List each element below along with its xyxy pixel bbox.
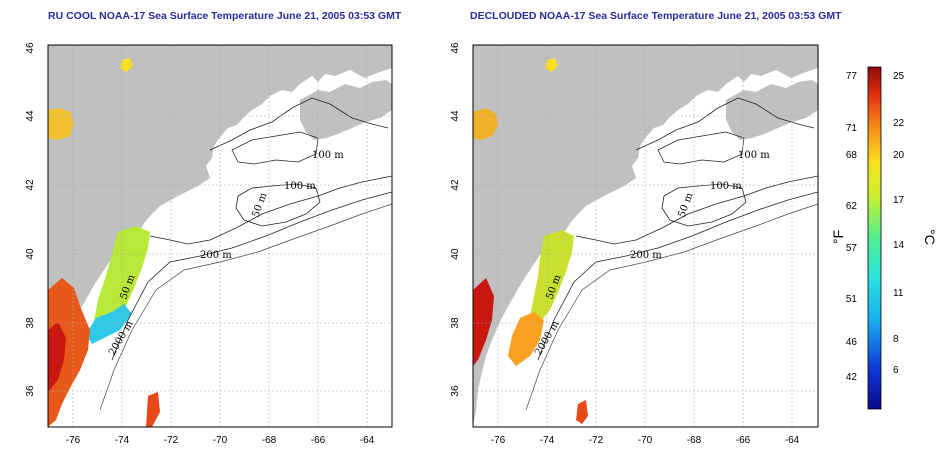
celsius-tick: 17 xyxy=(893,195,905,206)
contour-label: 100 m xyxy=(284,181,316,192)
celsius-tick: 25 xyxy=(893,71,905,82)
fahrenheit-tick: 77 xyxy=(846,71,858,82)
lat-tick: 42 xyxy=(450,179,461,191)
contour-label: 200 m xyxy=(630,250,662,261)
lon-tick: -70 xyxy=(213,435,228,446)
sst-south-warm xyxy=(48,278,90,427)
fahrenheit-tick: 62 xyxy=(846,201,858,212)
sst-coastal-orange xyxy=(508,312,544,366)
lat-tick-labels: 36 38 40 42 44 46 xyxy=(450,42,461,397)
contour-gulf xyxy=(231,131,319,165)
sst-north-patch xyxy=(473,108,498,140)
lon-tick: -76 xyxy=(491,435,506,446)
lat-tick: 36 xyxy=(25,385,36,397)
lat-tick: 38 xyxy=(25,317,36,329)
lat-tick: 40 xyxy=(450,248,461,260)
contour-100m xyxy=(635,97,815,151)
lon-tick: -74 xyxy=(540,435,555,446)
lat-tick-labels: 36 38 40 42 44 46 xyxy=(25,42,36,397)
lon-tick: -66 xyxy=(736,435,751,446)
celsius-tick: 22 xyxy=(893,118,905,129)
sst-coastal-band xyxy=(530,230,574,322)
celsius-tick: 8 xyxy=(893,334,899,345)
land-mass xyxy=(48,45,392,427)
lon-tick: -64 xyxy=(785,435,800,446)
lon-tick: -70 xyxy=(638,435,653,446)
lon-tick: -68 xyxy=(262,435,277,446)
contour-deep xyxy=(525,203,818,411)
lon-tick-labels: -76 -74 -72 -70 -68 -66 -64 xyxy=(66,435,375,446)
fahrenheit-tick: 68 xyxy=(846,150,858,161)
celsius-tick: 6 xyxy=(893,365,899,376)
lon-tick: -72 xyxy=(164,435,179,446)
colorbar-celsius-ticks: 25 22 20 17 14 11 8 6 xyxy=(893,71,905,376)
lon-tick: -64 xyxy=(360,435,375,446)
sst-small-south xyxy=(576,400,588,424)
contour-georges-bank xyxy=(235,183,321,227)
contour-label: 100 m xyxy=(738,150,770,161)
unit-celsius: °C xyxy=(922,229,938,245)
map-panel-left: 100 m 100 m 50 m 200 m 50 m 2000 m -76 -… xyxy=(25,42,393,446)
lat-tick: 36 xyxy=(450,385,461,397)
lat-tick: 40 xyxy=(25,248,36,260)
fahrenheit-tick: 57 xyxy=(846,243,858,254)
sst-patch-small xyxy=(120,58,133,72)
sst-patch-small xyxy=(545,58,558,72)
contour-100m xyxy=(209,97,389,151)
colorbar-fahrenheit-ticks: 77 71 68 62 57 51 46 42 xyxy=(846,71,858,383)
sst-coastal-cyan xyxy=(86,304,132,344)
sst-south-red xyxy=(48,322,66,392)
grid-lines xyxy=(48,45,392,427)
celsius-tick: 11 xyxy=(893,288,904,299)
map-title-right: DECLOUDED NOAA-17 Sea Surface Temperatur… xyxy=(470,10,842,22)
celsius-tick: 20 xyxy=(893,150,905,161)
contour-2000m xyxy=(537,191,818,361)
contour-2000m xyxy=(111,191,392,361)
lat-tick: 46 xyxy=(450,42,461,54)
sst-south-red xyxy=(473,278,494,366)
contour-label: 100 m xyxy=(312,150,344,161)
grid-lines xyxy=(473,45,818,427)
lon-tick-labels: -76 -74 -72 -70 -68 -66 -64 xyxy=(491,435,800,446)
lon-tick: -72 xyxy=(589,435,604,446)
contour-200m xyxy=(575,175,818,245)
celsius-tick: 14 xyxy=(893,240,905,251)
contour-label: 100 m xyxy=(710,181,742,192)
lat-tick: 44 xyxy=(450,110,461,122)
lon-tick: -74 xyxy=(115,435,130,446)
land-mass xyxy=(473,45,818,427)
map-frame xyxy=(47,44,393,428)
lon-tick: -66 xyxy=(311,435,326,446)
map-frame xyxy=(472,44,819,428)
contour-200m xyxy=(149,175,392,245)
contour-label: 200 m xyxy=(200,250,232,261)
lon-tick: -68 xyxy=(687,435,702,446)
map-title-left: RU COOL NOAA-17 Sea Surface Temperature … xyxy=(48,10,402,22)
unit-fahrenheit: °F xyxy=(830,230,846,244)
fahrenheit-tick: 42 xyxy=(846,372,858,383)
lat-tick: 44 xyxy=(25,110,36,122)
lat-tick: 42 xyxy=(25,179,36,191)
colorbar: 77 71 68 62 57 51 46 42 25 22 20 17 14 1… xyxy=(830,66,938,410)
contour-georges-bank xyxy=(661,183,747,227)
sst-small-south xyxy=(146,392,160,427)
fahrenheit-tick: 51 xyxy=(846,294,858,305)
lat-tick: 38 xyxy=(450,317,461,329)
lat-tick: 46 xyxy=(25,42,36,54)
map-panel-right: 100 m 100 m 50 m 200 m 50 m 2000 m -76 -… xyxy=(450,42,819,446)
lon-tick: -76 xyxy=(66,435,81,446)
island-nova-scotia xyxy=(726,80,818,140)
island-nova-scotia xyxy=(300,80,392,140)
colorbar-gradient xyxy=(867,66,882,410)
fahrenheit-tick: 71 xyxy=(846,123,858,134)
fahrenheit-tick: 46 xyxy=(846,337,858,348)
sst-north-patch xyxy=(48,108,74,140)
